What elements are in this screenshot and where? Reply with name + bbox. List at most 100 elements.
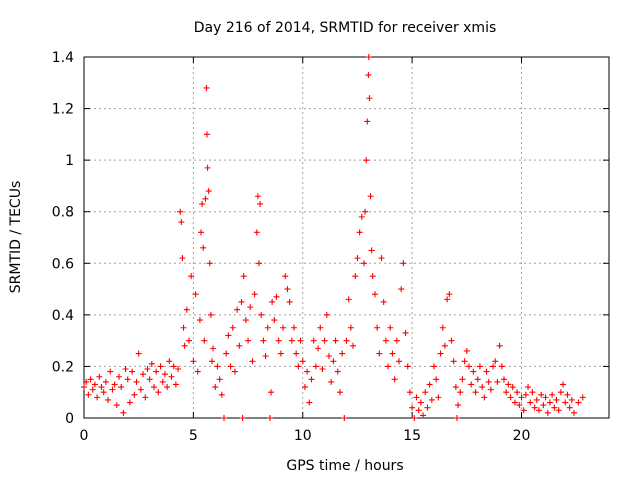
data-point: [301, 384, 308, 391]
data-point: [501, 376, 507, 383]
chart-title: Day 216 of 2014, SRMTID for receiver xmi…: [194, 20, 497, 36]
data-point: [277, 350, 284, 357]
data-point: [402, 329, 409, 336]
data-point: [107, 368, 114, 375]
data-point: [260, 337, 267, 344]
data-point: [111, 381, 118, 388]
data-point: [364, 118, 371, 125]
data-point: [236, 342, 243, 349]
data-point: [474, 376, 481, 383]
data-point: [291, 324, 297, 331]
y-tick-label: 0.8: [52, 205, 74, 221]
data-point: [177, 208, 184, 215]
data-point: [409, 404, 416, 411]
data-point: [568, 396, 575, 403]
data-point: [144, 366, 151, 373]
data-point: [280, 324, 287, 331]
data-point: [368, 247, 375, 254]
data-point: [562, 399, 569, 406]
axis-ticks: [83, 56, 609, 419]
data-point: [452, 384, 459, 391]
data-point: [186, 337, 192, 344]
data-point: [437, 350, 444, 357]
data-point: [312, 363, 319, 370]
data-point: [129, 368, 136, 375]
data-point: [481, 394, 488, 401]
data-point: [533, 396, 540, 403]
data-point: [334, 368, 341, 375]
data-point: [366, 95, 373, 102]
data-point: [479, 384, 486, 391]
data-point: [151, 384, 157, 391]
data-point: [227, 363, 234, 370]
data-point: [295, 363, 302, 370]
data-point: [198, 229, 205, 236]
data-point: [223, 350, 230, 357]
data-point: [557, 389, 564, 396]
data-point: [319, 366, 326, 373]
data-point: [365, 54, 372, 60]
data-point: [378, 255, 385, 262]
data-point: [529, 389, 536, 396]
y-tick-label: 0: [65, 411, 74, 427]
data-point: [96, 373, 103, 380]
data-point: [538, 391, 545, 398]
data-point: [411, 415, 418, 421]
data-point: [536, 407, 542, 414]
data-point: [142, 394, 149, 401]
data-point: [181, 342, 188, 349]
data-point: [527, 399, 534, 406]
data-point: [461, 358, 468, 365]
data-point: [396, 358, 402, 365]
data-point: [85, 391, 92, 398]
data-point: [234, 306, 241, 313]
data-point: [505, 381, 512, 388]
data-point: [183, 306, 190, 313]
data-point: [284, 286, 291, 293]
data-point: [441, 342, 448, 349]
data-point: [564, 391, 571, 398]
data-point: [203, 84, 210, 91]
data-point: [531, 404, 538, 411]
data-point: [376, 350, 383, 357]
data-point: [369, 273, 376, 280]
data-point: [192, 291, 199, 298]
data-point: [242, 317, 249, 324]
data-point: [257, 200, 264, 207]
data-point: [496, 342, 503, 349]
data-point: [350, 342, 357, 349]
data-point: [446, 291, 453, 298]
y-tick-label: 1: [65, 153, 74, 169]
data-point: [361, 260, 367, 267]
data-point: [202, 195, 209, 202]
data-point: [299, 358, 306, 365]
data-point: [555, 407, 562, 414]
x-tick-label: 20: [513, 428, 531, 444]
data-point: [444, 296, 451, 303]
data-point: [221, 415, 227, 421]
data-point: [137, 386, 144, 393]
data-point: [385, 363, 392, 370]
data-point: [420, 412, 427, 419]
data-point: [485, 378, 492, 385]
data-point: [308, 376, 315, 383]
data-point: [354, 255, 361, 262]
data-point: [214, 363, 221, 370]
data-point: [345, 296, 352, 303]
data-point: [472, 389, 479, 396]
data-point: [398, 286, 405, 293]
x-axis-label: GPS time / hours: [286, 458, 403, 474]
data-point: [315, 345, 322, 352]
data-point: [262, 353, 269, 360]
data-point: [544, 409, 551, 416]
data-point: [229, 324, 236, 331]
data-point: [282, 273, 289, 280]
grid-lines: [84, 57, 609, 418]
data-point: [273, 293, 280, 300]
data-point: [323, 311, 330, 318]
data-point: [404, 363, 411, 370]
data-point: [352, 273, 359, 280]
data-point: [286, 298, 293, 305]
data-point: [161, 371, 168, 378]
data-point: [206, 260, 213, 267]
